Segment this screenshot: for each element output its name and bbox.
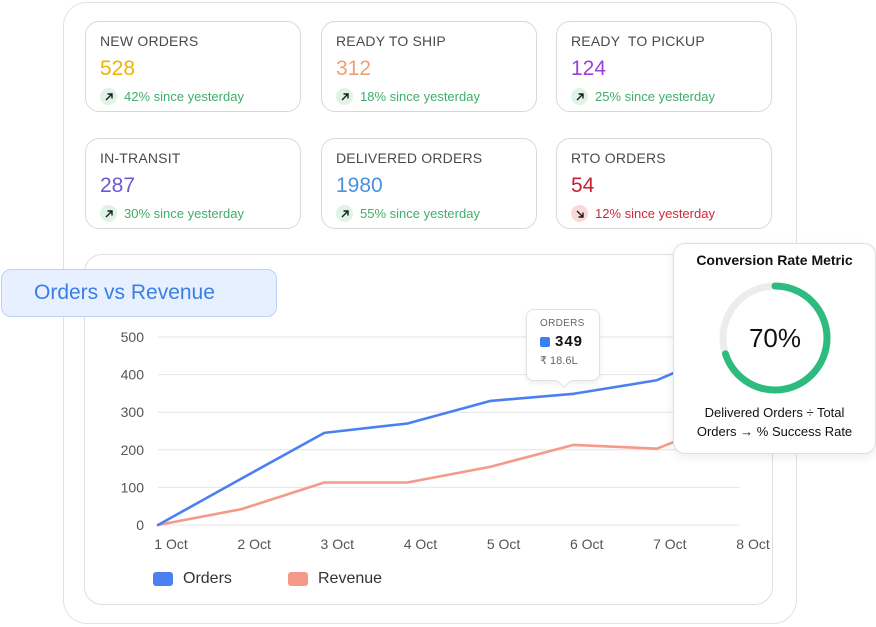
x-tick-label: 8 Oct bbox=[736, 536, 770, 552]
stat-card-rto-orders[interactable]: RTO ORDERS 54 12% since yesterday bbox=[556, 138, 772, 229]
conversion-title: Conversion Rate Metric bbox=[696, 252, 853, 268]
tooltip-revenue: ₹ 18.6L bbox=[540, 355, 578, 367]
trend-up-icon bbox=[571, 88, 588, 105]
stat-title: NEW ORDERS bbox=[100, 33, 199, 49]
y-tick-label: 500 bbox=[121, 329, 145, 345]
trend-text: 18% since yesterday bbox=[360, 89, 480, 104]
conversion-value: 70% bbox=[748, 322, 802, 353]
legend-swatch-orders bbox=[153, 572, 173, 586]
stat-card-delivered-orders[interactable]: DELIVERED ORDERS 1980 55% since yesterda… bbox=[321, 138, 537, 229]
stat-title: READY TO SHIP bbox=[336, 33, 446, 49]
stat-card-new-orders[interactable]: NEW ORDERS 528 42% since yesterday bbox=[85, 21, 301, 112]
trend-up-icon bbox=[100, 205, 117, 222]
conversion-description: Delivered Orders ÷ Total Orders → % Succ… bbox=[696, 405, 853, 439]
series-line-revenue bbox=[156, 414, 742, 527]
series-line-orders bbox=[156, 343, 742, 527]
x-tick-label: 7 Oct bbox=[653, 536, 687, 552]
stat-title: DELIVERED ORDERS bbox=[336, 150, 483, 166]
stat-card-in-transit[interactable]: IN-TRANSIT 287 30% since yesterday bbox=[85, 138, 301, 229]
trend-text: 12% since yesterday bbox=[595, 206, 715, 221]
tooltip-value-row: 349 bbox=[540, 333, 589, 350]
y-tick-label: 200 bbox=[121, 442, 145, 458]
stat-trend: 42% since yesterday bbox=[100, 88, 286, 105]
stat-value: 528 bbox=[100, 57, 136, 80]
stat-trend: 55% since yesterday bbox=[336, 205, 522, 222]
stat-card-ready-to-ship[interactable]: READY TO SHIP 312 18% since yesterday bbox=[321, 21, 537, 112]
legend-label-orders: Orders bbox=[183, 570, 232, 587]
chart-tooltip: ORDERS 349 ₹ 18.6L bbox=[526, 309, 600, 389]
legend-item-revenue[interactable]: Revenue bbox=[288, 570, 382, 588]
stat-value: 1980 bbox=[336, 174, 383, 197]
ring-progress bbox=[719, 282, 831, 394]
x-tick-label: 5 Oct bbox=[487, 536, 521, 552]
stat-value: 312 bbox=[336, 57, 372, 80]
trend-up-icon bbox=[336, 88, 353, 105]
legend-swatch-revenue bbox=[288, 572, 308, 586]
tooltip-value: 349 bbox=[555, 333, 584, 350]
stat-value: 287 bbox=[100, 174, 136, 197]
stat-title: IN-TRANSIT bbox=[100, 150, 181, 166]
trend-text: 42% since yesterday bbox=[124, 89, 244, 104]
x-tick-label: 6 Oct bbox=[570, 536, 604, 552]
y-tick-label: 0 bbox=[136, 517, 144, 533]
stat-value: 124 bbox=[571, 57, 607, 80]
stat-value: 54 bbox=[571, 174, 595, 197]
y-tick-label: 400 bbox=[121, 367, 145, 383]
legend-label-revenue: Revenue bbox=[318, 570, 383, 587]
tooltip-swatch bbox=[540, 336, 550, 347]
trend-text: 25% since yesterday bbox=[595, 89, 715, 104]
x-tick-label: 4 Oct bbox=[404, 536, 438, 552]
trend-text: 30% since yesterday bbox=[124, 206, 244, 221]
y-tick-label: 300 bbox=[121, 404, 145, 420]
x-tick-label: 2 Oct bbox=[237, 536, 271, 552]
trend-up-icon bbox=[100, 88, 117, 105]
stat-trend: 30% since yesterday bbox=[100, 205, 286, 222]
trend-up-icon bbox=[336, 205, 353, 222]
conversion-ring bbox=[719, 282, 831, 394]
trend-down-icon bbox=[571, 205, 588, 222]
legend-item-orders[interactable]: Orders bbox=[153, 570, 232, 588]
stat-trend: 25% since yesterday bbox=[571, 88, 757, 105]
y-tick-label: 100 bbox=[121, 479, 145, 495]
stat-title: READY TO PICKUP bbox=[571, 33, 705, 49]
x-tick-label: 1 Oct bbox=[154, 536, 188, 552]
stat-trend: 12% since yesterday bbox=[571, 205, 757, 222]
stat-trend: 18% since yesterday bbox=[336, 88, 522, 105]
stat-card-ready-to-pickup[interactable]: READY TO PICKUP 124 25% since yesterday bbox=[556, 21, 772, 112]
conversion-rate-card: Conversion Rate Metric 70% Delivered Ord… bbox=[673, 243, 876, 454]
stat-title: RTO ORDERS bbox=[571, 150, 666, 166]
trend-text: 55% since yesterday bbox=[360, 206, 480, 221]
chart-title: Orders vs Revenue bbox=[1, 269, 277, 317]
tooltip-title: ORDERS bbox=[540, 318, 585, 329]
x-tick-label: 3 Oct bbox=[321, 536, 355, 552]
